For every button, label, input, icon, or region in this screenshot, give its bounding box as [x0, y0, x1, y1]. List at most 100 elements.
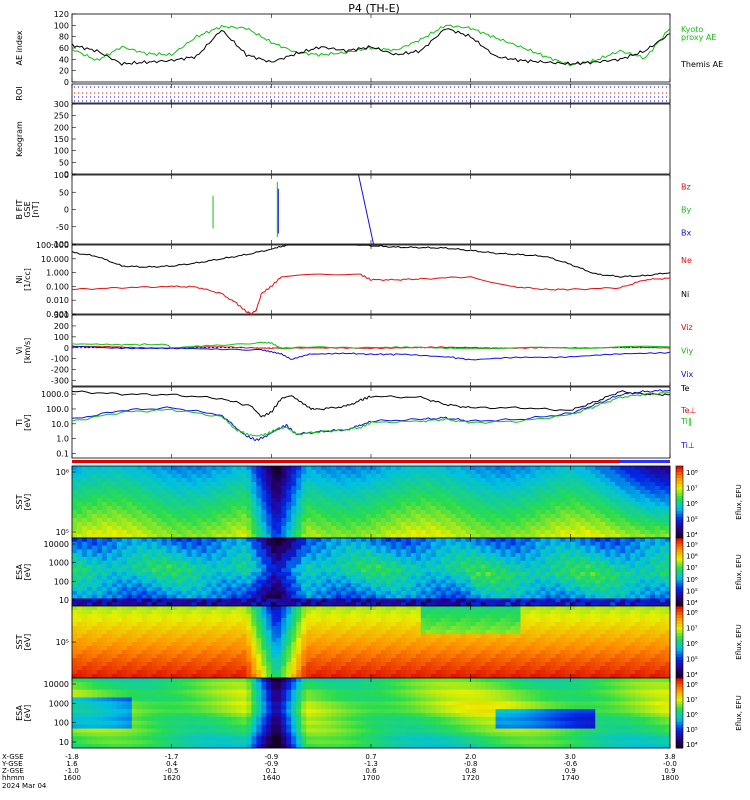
spectrogram-cell [321, 545, 327, 550]
colorbar-tick-label: 10⁴ [686, 531, 698, 539]
spectrogram-cell [550, 598, 556, 603]
spectrogram-cell [545, 478, 551, 483]
spectrogram-cell [535, 564, 541, 569]
spectrogram-cell [261, 587, 267, 592]
spectrogram-cell [366, 553, 372, 558]
spectrogram-cell [610, 572, 616, 577]
spectrogram-cell [156, 534, 163, 539]
spectrogram-cell [136, 590, 143, 596]
spectrogram-cell [361, 572, 367, 577]
spectrogram-cell [435, 522, 442, 527]
spectrogram-cell [321, 534, 327, 539]
spectrogram-cell [311, 502, 317, 507]
spectrogram-cell [131, 534, 138, 539]
spectrogram-cell [76, 642, 83, 647]
spectrogram-cell [380, 560, 387, 565]
spectrogram-cell [555, 494, 561, 499]
spectrogram-cell [266, 590, 272, 596]
spectrogram-cell [266, 478, 272, 483]
spectrogram-cell [545, 587, 551, 592]
spectrogram-cell [211, 498, 217, 503]
spectrogram-cell [321, 541, 327, 546]
spectrogram-cell [645, 530, 651, 535]
spectrogram-cell [316, 526, 322, 531]
spectrogram-cell [410, 587, 417, 592]
spectrogram-cell [226, 564, 232, 569]
spectrogram-cell [405, 510, 412, 515]
spectrogram-cell [600, 498, 606, 503]
spectrogram-cell [121, 498, 128, 503]
spectrogram-cell [72, 553, 78, 558]
spectrogram-cell [630, 560, 636, 565]
spectrogram-cell [650, 538, 656, 543]
spectrogram-cell [380, 498, 387, 503]
spectrogram-cell [595, 594, 601, 599]
spectrogram-cell [241, 541, 247, 546]
y-axis-label: AE index [15, 30, 24, 65]
spectrogram-cell [445, 598, 452, 603]
spectrogram-cell [595, 598, 601, 603]
spectrogram-cell [171, 564, 178, 569]
spectrogram-cell [640, 587, 646, 592]
spectrogram-cell [86, 545, 93, 550]
spectrogram-cell [111, 598, 118, 603]
spectrogram-cell [620, 594, 626, 599]
spectrogram-cell [590, 494, 596, 499]
spectrogram-cell [221, 556, 227, 562]
spectrogram-cell [141, 662, 148, 667]
spectrogram-cell [236, 545, 242, 550]
colorbar-cell [676, 484, 683, 488]
spectrogram-cell [111, 506, 118, 511]
spectrogram-cell [141, 594, 148, 599]
spectrogram-cell [465, 572, 472, 577]
spectrogram-cell [161, 560, 168, 565]
spectrogram-cell [221, 530, 227, 535]
spectrogram-cell [131, 618, 138, 623]
spectrogram-cell [650, 583, 656, 588]
spectrogram-cell [560, 526, 566, 531]
spectrogram-cell [186, 506, 192, 511]
spectrogram-cell [256, 482, 262, 487]
spectrogram-cell [271, 598, 277, 603]
spectrogram-cell [635, 514, 641, 519]
spectrogram-cell [555, 590, 561, 596]
spectrogram-cell [146, 638, 153, 643]
spectrogram-cell [435, 506, 442, 511]
spectrogram-cell [311, 541, 317, 546]
y-axis-label: [eV] [23, 494, 32, 511]
spectrogram-cell [121, 494, 128, 499]
spectrogram-cell [600, 572, 606, 577]
spectrogram-cell [405, 587, 412, 592]
spectrogram-cell [171, 556, 178, 562]
spectrogram-cell [91, 666, 98, 671]
spectrogram-cell [540, 549, 546, 554]
spectrogram-cell [211, 482, 217, 487]
spectrogram-cell [470, 568, 477, 573]
spectrogram-cell [176, 534, 183, 539]
spectrogram-cell [610, 530, 616, 535]
spectrogram-cell [91, 530, 98, 535]
spectrogram-cell [585, 590, 591, 596]
spectrogram-cell [336, 538, 342, 543]
spectrogram-cell [590, 538, 596, 543]
spectrogram-cell [121, 658, 128, 663]
colorbar-cell [676, 552, 683, 556]
spectrogram-cell [610, 486, 616, 491]
spectrogram-cell [380, 522, 387, 527]
spectrogram-cell [575, 486, 581, 491]
spectrogram-cell [375, 530, 382, 535]
colorbar-cell [676, 466, 683, 470]
spectrogram-cell [445, 564, 452, 569]
spectrogram-cell [346, 587, 352, 592]
spectrogram-cell [311, 587, 317, 592]
spectrogram-cell [610, 583, 616, 588]
spectrogram-cell [510, 598, 516, 603]
spectrogram-cell [535, 466, 541, 471]
spectrogram-cell [470, 470, 477, 475]
panel-frame [71, 314, 671, 387]
spectrogram-cell [660, 470, 666, 475]
spectrogram-cell [540, 572, 546, 577]
spectrogram-cell [495, 549, 501, 554]
spectrogram-cell [171, 474, 178, 479]
spectrogram-cell [361, 560, 367, 565]
